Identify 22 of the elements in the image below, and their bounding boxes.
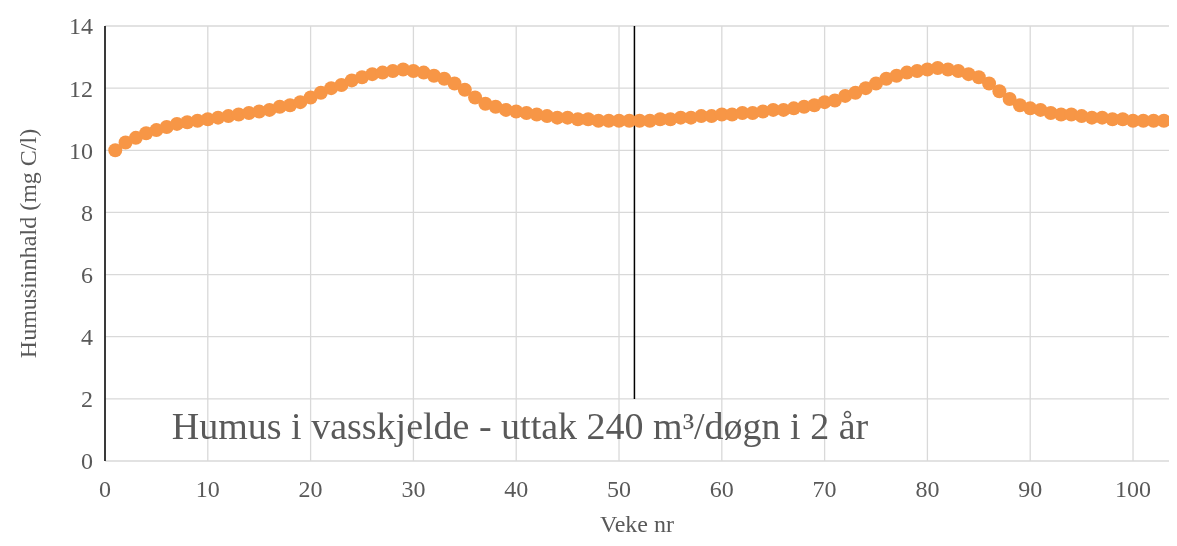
x-tick-label: 60 [709, 476, 734, 502]
x-tick-label: 90 [1018, 476, 1043, 502]
y-tick-label: 4 [81, 324, 93, 351]
y-axis-title: Humusinnhald (mg C/l) [15, 128, 41, 359]
x-tick-label: 100 [1115, 476, 1152, 502]
x-tick-label: 20 [298, 476, 323, 502]
y-tick-label: 14 [69, 13, 93, 40]
y-tick-label: 2 [81, 386, 93, 413]
annotation: Humus i vasskjelde - uttak 240 m³/døgn i 2 år [171, 405, 869, 447]
y-tick-label: 0 [81, 448, 93, 475]
x-axis-title: Veke nr [600, 511, 674, 537]
x-tick-label: 80 [915, 476, 940, 502]
y-tick-label: 6 [81, 261, 93, 288]
x-tick-label: 0 [99, 476, 111, 502]
x-tick-label: 70 [812, 476, 837, 502]
y-tick-label: 8 [81, 199, 93, 226]
x-tick-label: 10 [195, 476, 220, 502]
x-tick-label: 50 [607, 476, 632, 502]
y-tick-label: 12 [69, 75, 93, 102]
x-tick-label: 30 [401, 476, 426, 502]
x-tick-label: 40 [504, 476, 529, 502]
y-tick-label: 10 [69, 137, 93, 164]
